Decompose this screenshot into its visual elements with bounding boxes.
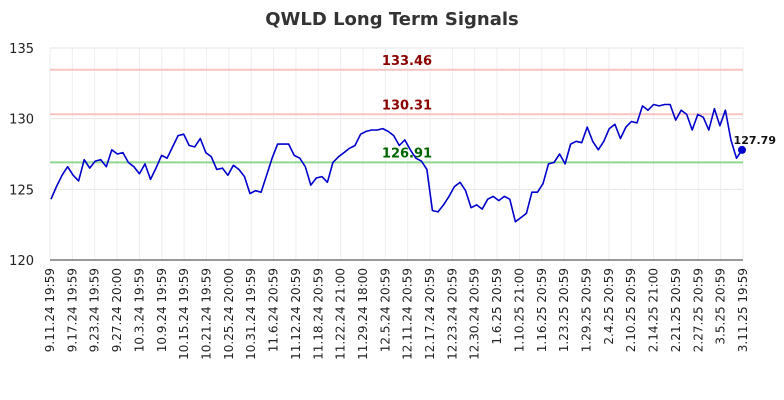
level-label: 133.46 (382, 54, 432, 69)
last-point-marker (738, 145, 746, 154)
last-value-label: 127.79 (734, 134, 776, 147)
x-tick-label: 12.5.24 20:59 (378, 268, 392, 352)
x-tick-label: 11.6.24 20:59 (267, 268, 281, 352)
x-tick-label: 9.17.24 19:59 (65, 268, 79, 352)
x-tick-label: 11.12.24 20:59 (289, 268, 303, 360)
y-tick-label: 125 (9, 183, 34, 198)
series-layer: 127.79 (50, 103, 776, 223)
x-tick-label: 10.3.24 19:59 (132, 268, 146, 352)
y-tick-label: 120 (9, 254, 34, 269)
x-axis: 9.11.24 19:59 9.17.24 19:59 9.23.24 19:59 9… (43, 268, 750, 360)
x-tick-label: 10.31.24 19:59 (244, 268, 258, 360)
x-tick-label: 11.29.24 18:00 (356, 268, 370, 360)
x-tick-label: 2.21.25 20:59 (669, 268, 683, 352)
x-tick-label: 10.25.24 20:00 (222, 268, 236, 360)
y-tick-label: 130 (9, 113, 34, 128)
grid (49, 47, 744, 261)
x-tick-label: 11.18.24 20:59 (311, 268, 325, 360)
x-tick-label: 1.23.25 20:59 (557, 268, 571, 352)
x-tick-label: 1.10.25 21:00 (512, 268, 526, 352)
x-tick-label: 3.11.25 19:59 (736, 268, 750, 352)
price-line (50, 103, 743, 223)
level-label: 126.91 (382, 146, 432, 161)
y-axis: 120 125 130 135 (9, 42, 743, 269)
x-tick-label: 2.14.25 21:00 (647, 268, 661, 352)
x-tick-label: 9.11.24 19:59 (43, 268, 57, 352)
x-tick-label: 2.4.25 20:59 (602, 268, 616, 345)
x-tick-label: 12.30.24 20:59 (468, 268, 482, 360)
x-tick-label: 3.5.25 20:59 (714, 268, 728, 345)
signal-levels: 133.46 130.31 126.91 (50, 54, 743, 164)
x-tick-label: 1.16.25 20:59 (535, 268, 549, 352)
x-tick-label: 9.23.24 19:59 (88, 268, 102, 352)
chart-title: QWLD Long Term Signals (265, 9, 519, 30)
x-tick-label: 12.17.24 20:59 (423, 268, 437, 360)
x-tick-label: 10.15.24 19:59 (177, 268, 191, 360)
x-tick-label: 2.10.25 20:59 (624, 268, 638, 352)
x-tick-label: 10.9.24 19:59 (155, 268, 169, 352)
x-tick-label: 12.23.24 20:59 (445, 268, 459, 360)
x-tick-label: 1.6.25 20:59 (490, 268, 504, 345)
x-tick-label: 12.11.24 20:59 (401, 268, 415, 360)
y-tick-label: 135 (9, 42, 34, 57)
level-label: 130.31 (382, 98, 432, 113)
x-tick-label: 9.27.24 20:00 (110, 268, 124, 352)
x-tick-label: 10.21.24 19:59 (199, 268, 213, 360)
x-tick-label: 11.22.24 21:00 (334, 268, 348, 360)
x-tick-label: 2.27.25 20:59 (691, 268, 705, 352)
x-tick-label: 1.29.25 20:59 (580, 268, 594, 352)
